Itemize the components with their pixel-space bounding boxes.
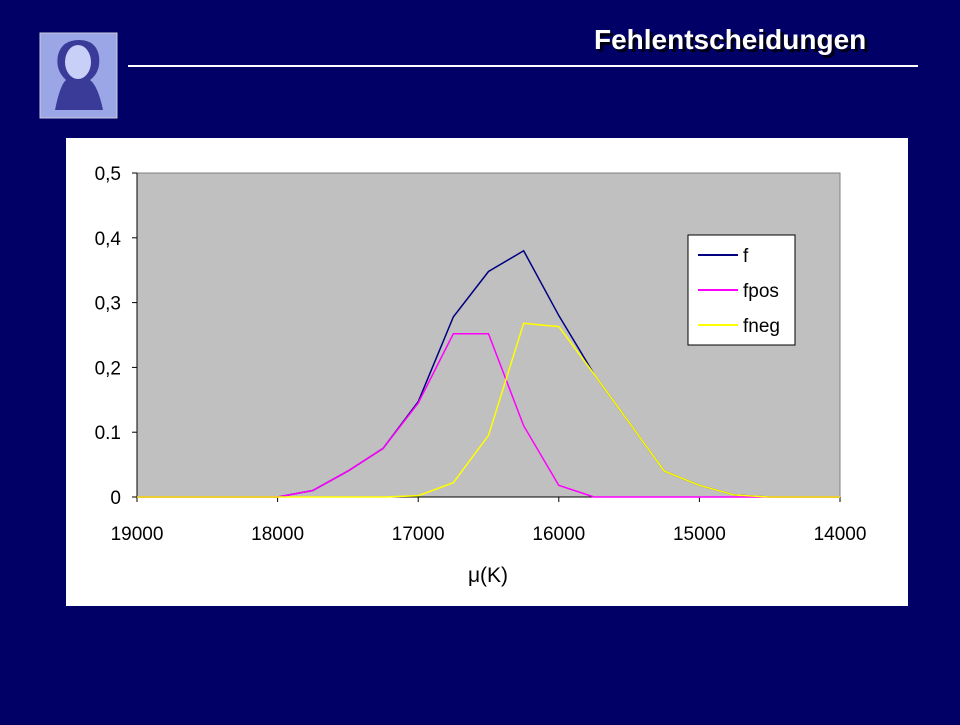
slide-title: Fehlentscheidungen <box>594 24 866 55</box>
title-shadow: Fehlentscheidungen <box>597 27 869 58</box>
x-tick-label: 16000 <box>532 524 585 545</box>
logo <box>39 32 118 119</box>
y-tick-label: 0,3 <box>95 294 121 315</box>
y-tick-label: 0 <box>110 488 121 509</box>
legend: f fpos fneg <box>687 234 796 346</box>
x-tick-label: 15000 <box>673 524 726 545</box>
x-tick-label: 18000 <box>251 524 304 545</box>
series-line <box>137 322 840 498</box>
y-tick-label: 0,5 <box>95 164 121 185</box>
y-tick-label: 0,2 <box>95 358 121 379</box>
x-tick-label: 19000 <box>111 524 164 545</box>
y-tick-label: 0,4 <box>95 229 122 250</box>
y-tick-label: 0.1 <box>95 423 121 444</box>
x-tick-label: 14000 <box>814 524 867 545</box>
legend-label: fneg <box>743 316 780 337</box>
plot: 0 0.1 0,2 0,3 0,4 0,5 19000 18000 17000 16000 1500… <box>95 164 867 545</box>
logo-face <box>65 45 91 79</box>
legend-label: fpos <box>743 281 779 302</box>
x-axis-title: μ(K) <box>468 564 508 587</box>
x-tick-label: 17000 <box>392 524 445 545</box>
legend-label: f <box>743 246 749 267</box>
